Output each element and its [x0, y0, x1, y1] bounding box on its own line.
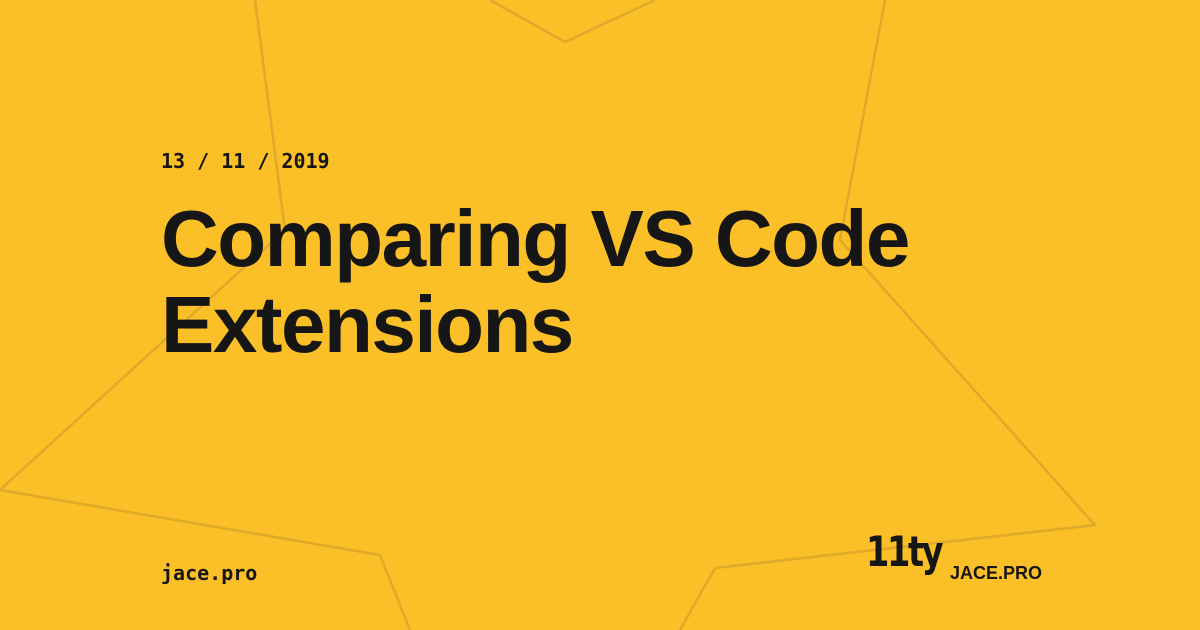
- star-edge: [678, 0, 1098, 630]
- post-title: Comparing VS Code Extensions: [161, 194, 910, 369]
- logo-brand: JACE.PRO: [950, 563, 1043, 583]
- post-date: 13 / 11 / 2019: [161, 149, 330, 173]
- site-url: jace.pro: [161, 561, 258, 585]
- star-edge: [0, 0, 412, 630]
- logo-mark: 11ty: [866, 527, 944, 576]
- star-edge: [489, 0, 656, 44]
